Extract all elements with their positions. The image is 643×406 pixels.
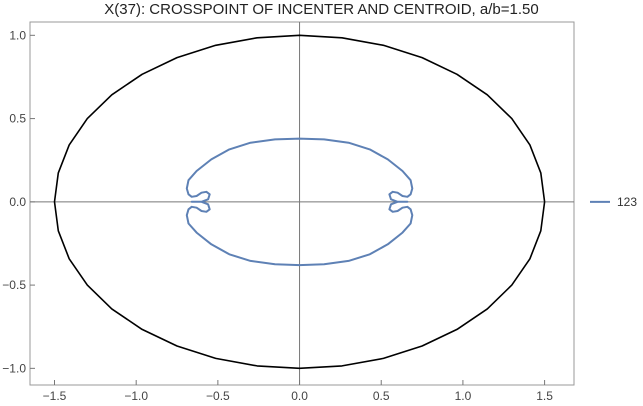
- y-tick-label: −0.5: [2, 278, 26, 292]
- y-tick-label: 0.5: [9, 112, 26, 126]
- y-tick-label: 1.0: [9, 28, 26, 42]
- x-tick-label: −0.5: [206, 389, 230, 403]
- chart-title: X(37): CROSSPOINT OF INCENTER AND CENTRO…: [104, 1, 539, 18]
- plot-frame: [29, 21, 575, 386]
- x-tick-label: −1.5: [43, 389, 67, 403]
- x-tick-label: 0.5: [373, 389, 390, 403]
- reference-ellipse-curve: [53, 34, 546, 370]
- x-tick-label: −1.0: [124, 389, 148, 403]
- x-tick-label: 0.0: [291, 389, 308, 403]
- x-tick-label: 1.0: [455, 389, 472, 403]
- legend-label: 123: [617, 195, 637, 209]
- series-123-curve: [185, 137, 414, 267]
- y-tick-label: −1.0: [2, 361, 26, 375]
- y-tick-label: 0.0: [9, 195, 26, 209]
- x-tick-label: 1.5: [536, 389, 553, 403]
